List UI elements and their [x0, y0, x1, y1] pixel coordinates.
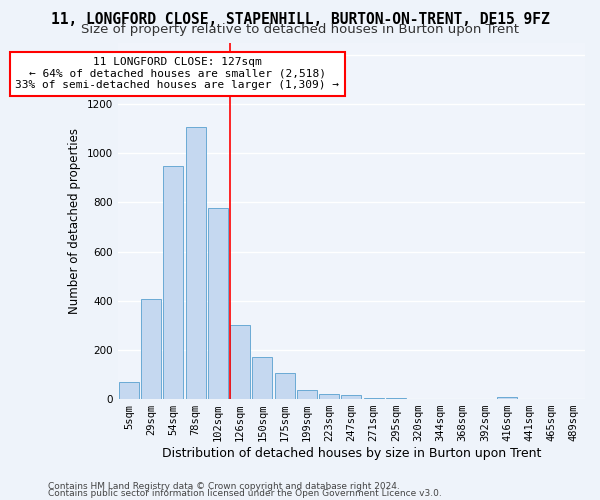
Text: Contains HM Land Registry data © Crown copyright and database right 2024.: Contains HM Land Registry data © Crown c…: [48, 482, 400, 491]
Bar: [297, 390, 317, 399]
Bar: [208, 208, 228, 399]
Bar: [364, 398, 383, 399]
Bar: [319, 394, 339, 399]
Bar: [275, 374, 295, 399]
X-axis label: Distribution of detached houses by size in Burton upon Trent: Distribution of detached houses by size …: [161, 447, 541, 460]
Text: Contains public sector information licensed under the Open Government Licence v3: Contains public sector information licen…: [48, 489, 442, 498]
Bar: [119, 382, 139, 399]
Bar: [341, 396, 361, 399]
Text: 11 LONGFORD CLOSE: 127sqm
← 64% of detached houses are smaller (2,518)
33% of se: 11 LONGFORD CLOSE: 127sqm ← 64% of detac…: [15, 58, 339, 90]
Bar: [230, 326, 250, 399]
Bar: [163, 166, 184, 399]
Y-axis label: Number of detached properties: Number of detached properties: [68, 128, 81, 314]
Bar: [141, 300, 161, 399]
Bar: [386, 398, 406, 399]
Bar: [253, 358, 272, 399]
Bar: [497, 396, 517, 399]
Text: Size of property relative to detached houses in Burton upon Trent: Size of property relative to detached ho…: [81, 22, 519, 36]
Bar: [185, 128, 206, 399]
Text: 11, LONGFORD CLOSE, STAPENHILL, BURTON-ON-TRENT, DE15 9FZ: 11, LONGFORD CLOSE, STAPENHILL, BURTON-O…: [50, 12, 550, 28]
